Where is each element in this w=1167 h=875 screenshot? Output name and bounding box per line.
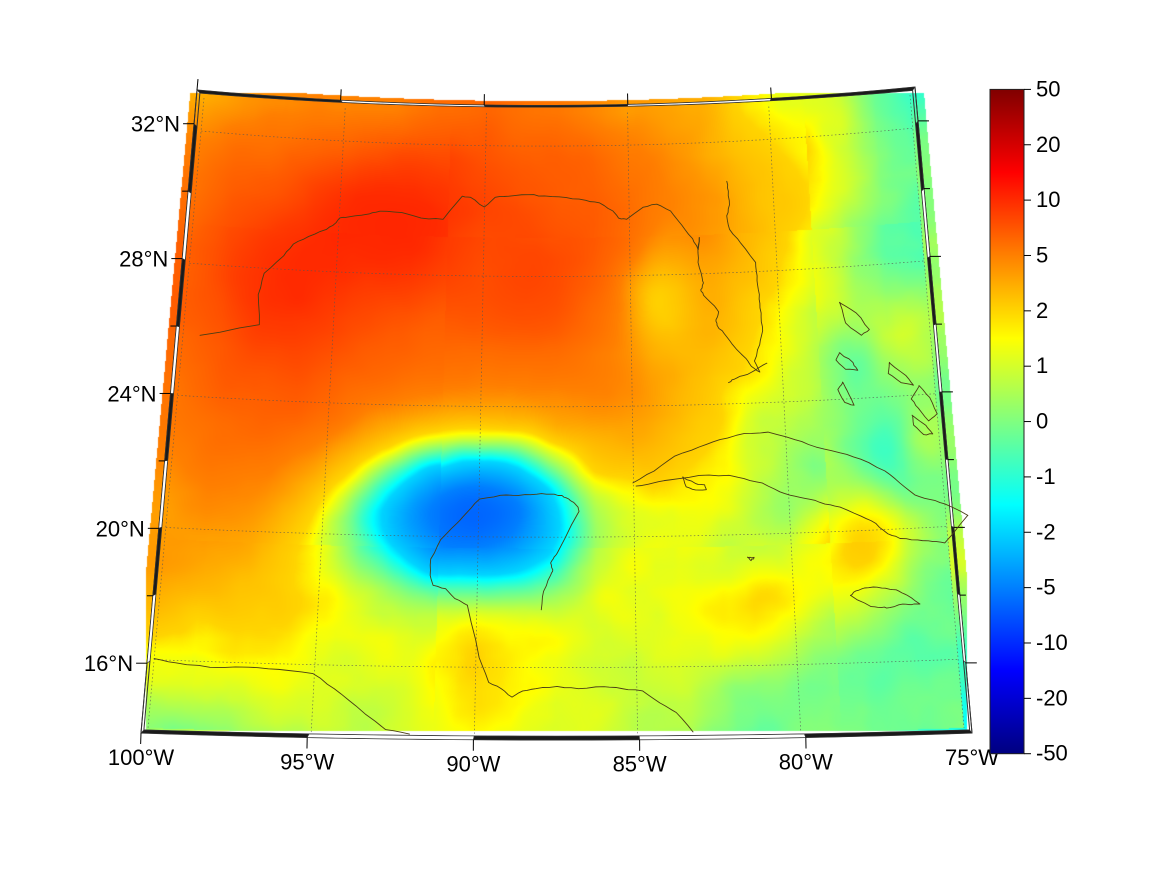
svg-text:20°N: 20°N [96, 516, 145, 541]
svg-text:90°W: 90°W [446, 752, 500, 777]
svg-text:5: 5 [1036, 242, 1048, 267]
svg-text:-10: -10 [1036, 630, 1068, 655]
svg-text:28°N: 28°N [119, 247, 168, 272]
svg-text:0: 0 [1036, 409, 1048, 434]
svg-text:2: 2 [1036, 298, 1048, 323]
svg-text:-20: -20 [1036, 685, 1068, 710]
svg-text:-1: -1 [1036, 464, 1056, 489]
svg-text:-5: -5 [1036, 575, 1056, 600]
svg-text:-2: -2 [1036, 519, 1056, 544]
svg-text:85°W: 85°W [613, 752, 667, 777]
svg-text:100°W: 100°W [108, 745, 175, 770]
svg-text:-50: -50 [1036, 741, 1068, 766]
svg-text:10: 10 [1036, 187, 1060, 212]
svg-text:32°N: 32°N [131, 112, 180, 137]
svg-text:50: 50 [1036, 76, 1060, 101]
svg-text:95°W: 95°W [280, 749, 334, 774]
svg-text:16°N: 16°N [84, 651, 133, 676]
svg-text:1: 1 [1036, 353, 1048, 378]
svg-text:80°W: 80°W [779, 749, 833, 774]
svg-text:20: 20 [1036, 132, 1060, 157]
svg-text:24°N: 24°N [107, 381, 156, 406]
